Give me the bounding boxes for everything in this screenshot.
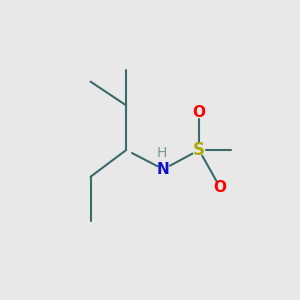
Text: H: H [157, 146, 167, 160]
Text: S: S [193, 141, 205, 159]
Text: O: O [213, 180, 226, 195]
Text: O: O [193, 105, 206, 120]
Text: N: N [157, 162, 170, 177]
